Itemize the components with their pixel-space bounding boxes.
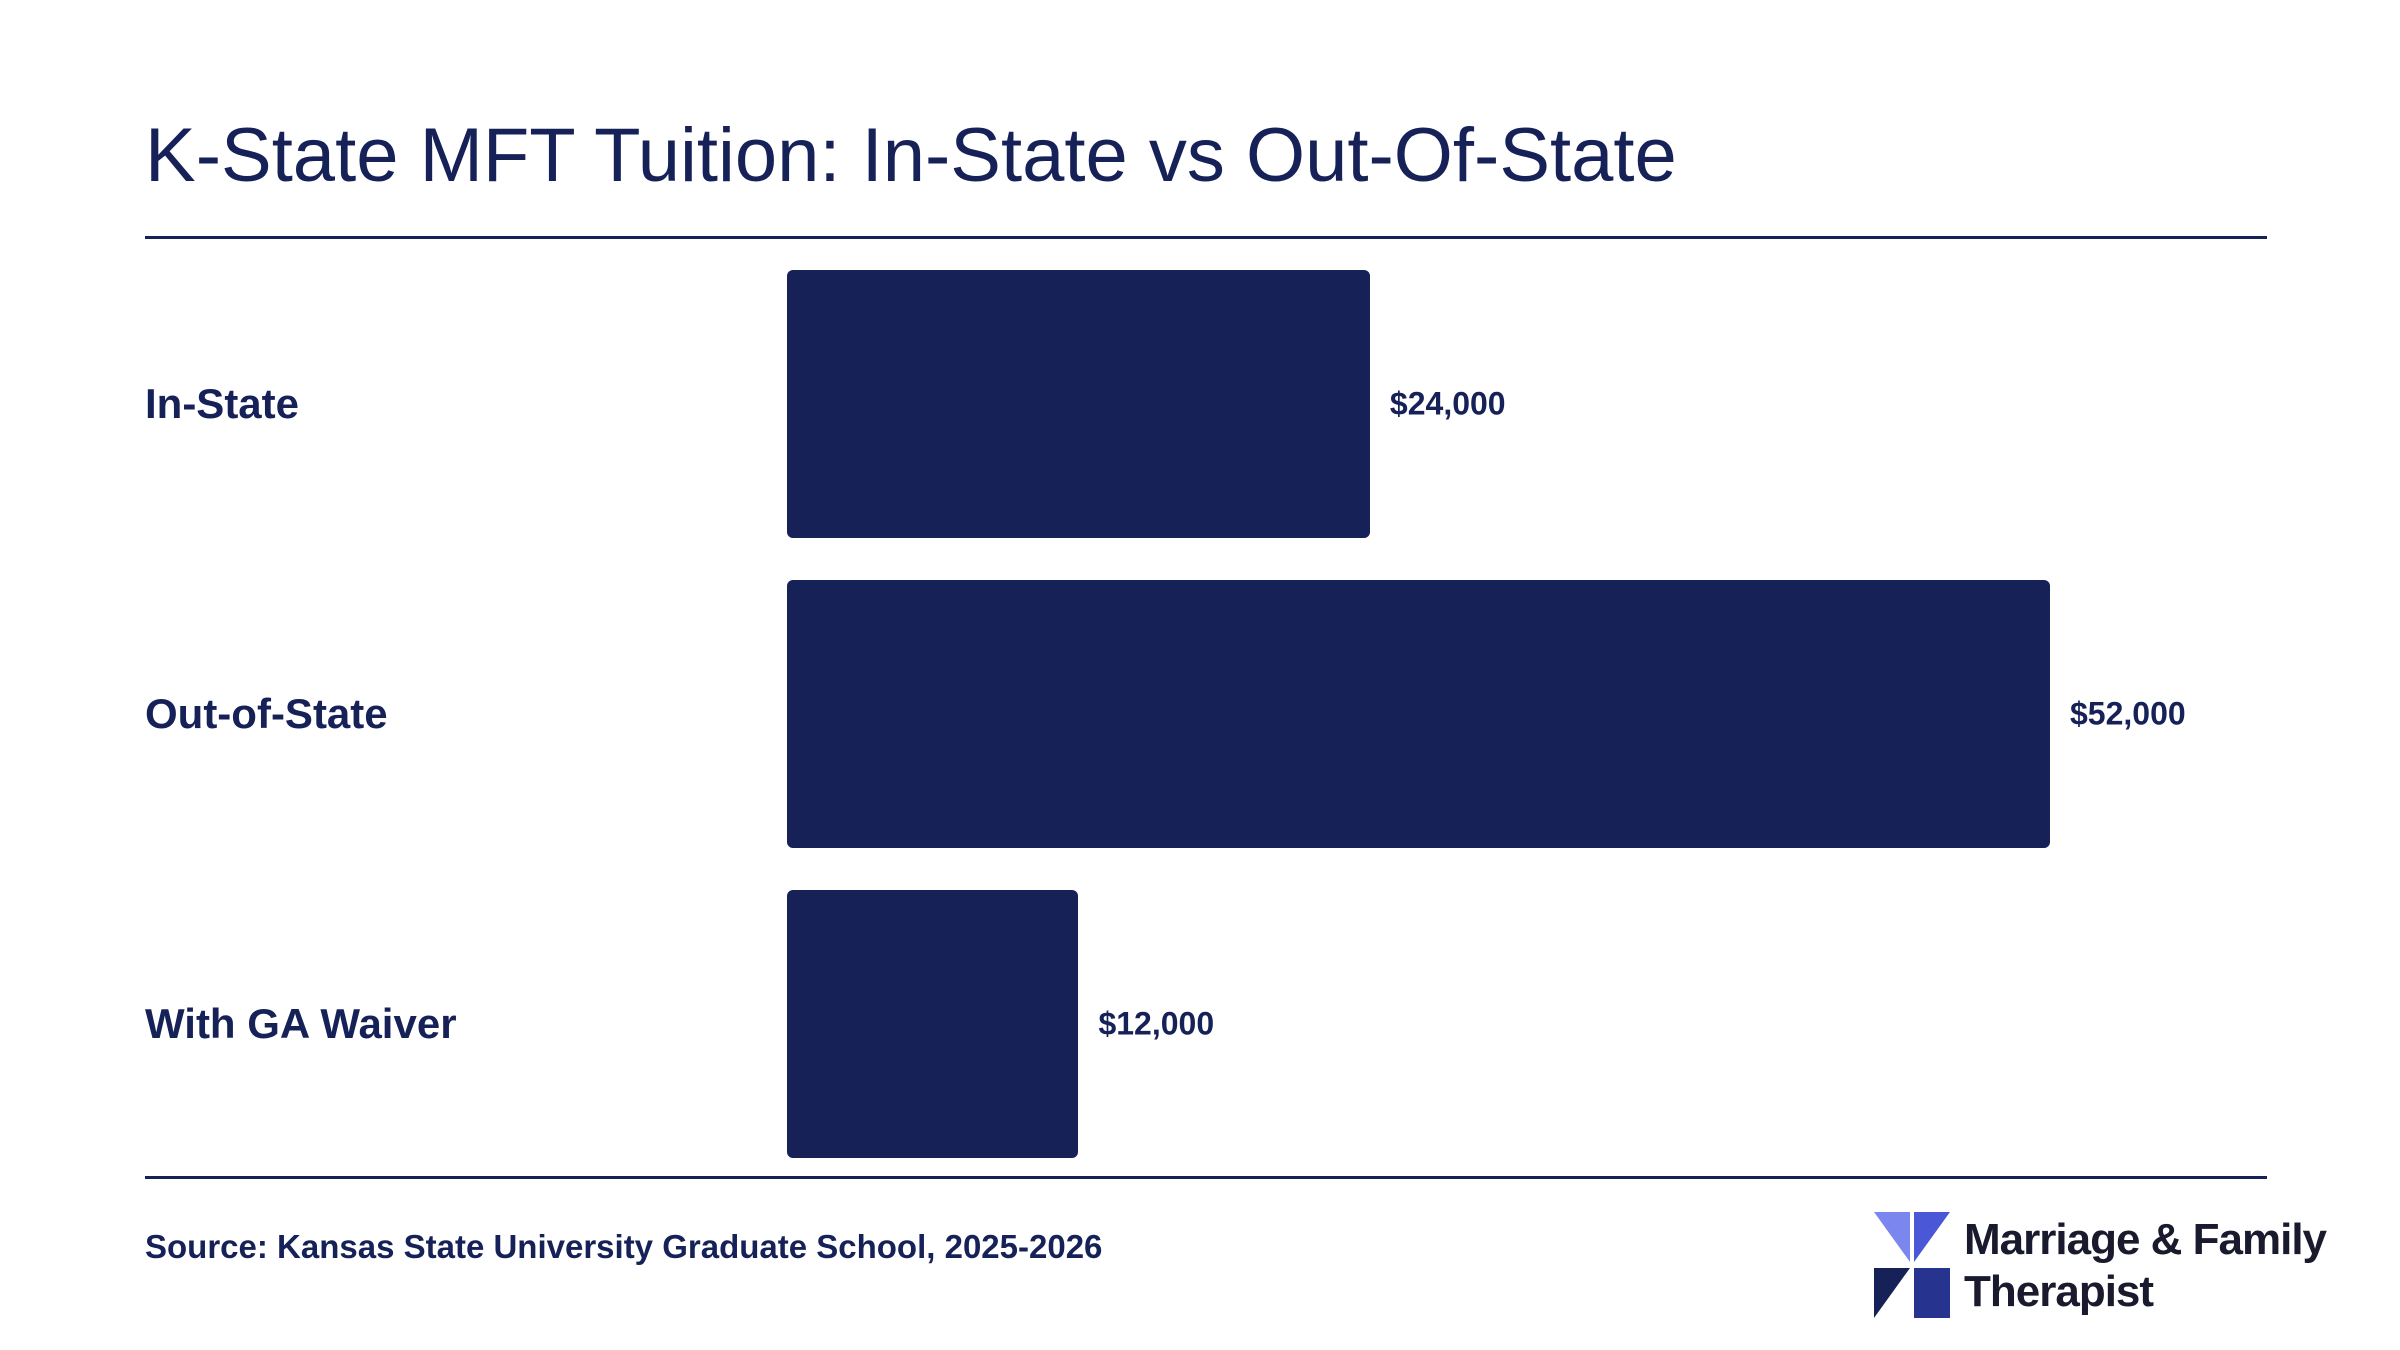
- top-divider: [145, 236, 2267, 239]
- category-label: With GA Waiver: [145, 1000, 457, 1047]
- value-label: $24,000: [1389, 385, 1506, 422]
- logo-line-1: Marriage & Family: [1964, 1215, 2327, 1264]
- category-label: In-State: [145, 380, 300, 427]
- bottom-divider: [145, 1176, 2267, 1179]
- source-note: Source: Kansas State University Graduate…: [145, 1228, 1103, 1265]
- bar: [787, 580, 2050, 848]
- pinwheel-logo-icon: [1874, 1212, 1950, 1318]
- chart-title: K-State MFT Tuition: In-State vs Out-Of-…: [145, 113, 1677, 198]
- bar: [787, 890, 1079, 1158]
- logo-line-2: Therapist: [1964, 1267, 2154, 1316]
- value-label: $52,000: [2070, 695, 2186, 732]
- category-label: Out-of-State: [145, 690, 388, 737]
- value-label: $12,000: [1098, 1005, 1215, 1042]
- brand-logo: Marriage & Family Therapist: [1872, 1210, 2327, 1322]
- bar: [787, 270, 1370, 538]
